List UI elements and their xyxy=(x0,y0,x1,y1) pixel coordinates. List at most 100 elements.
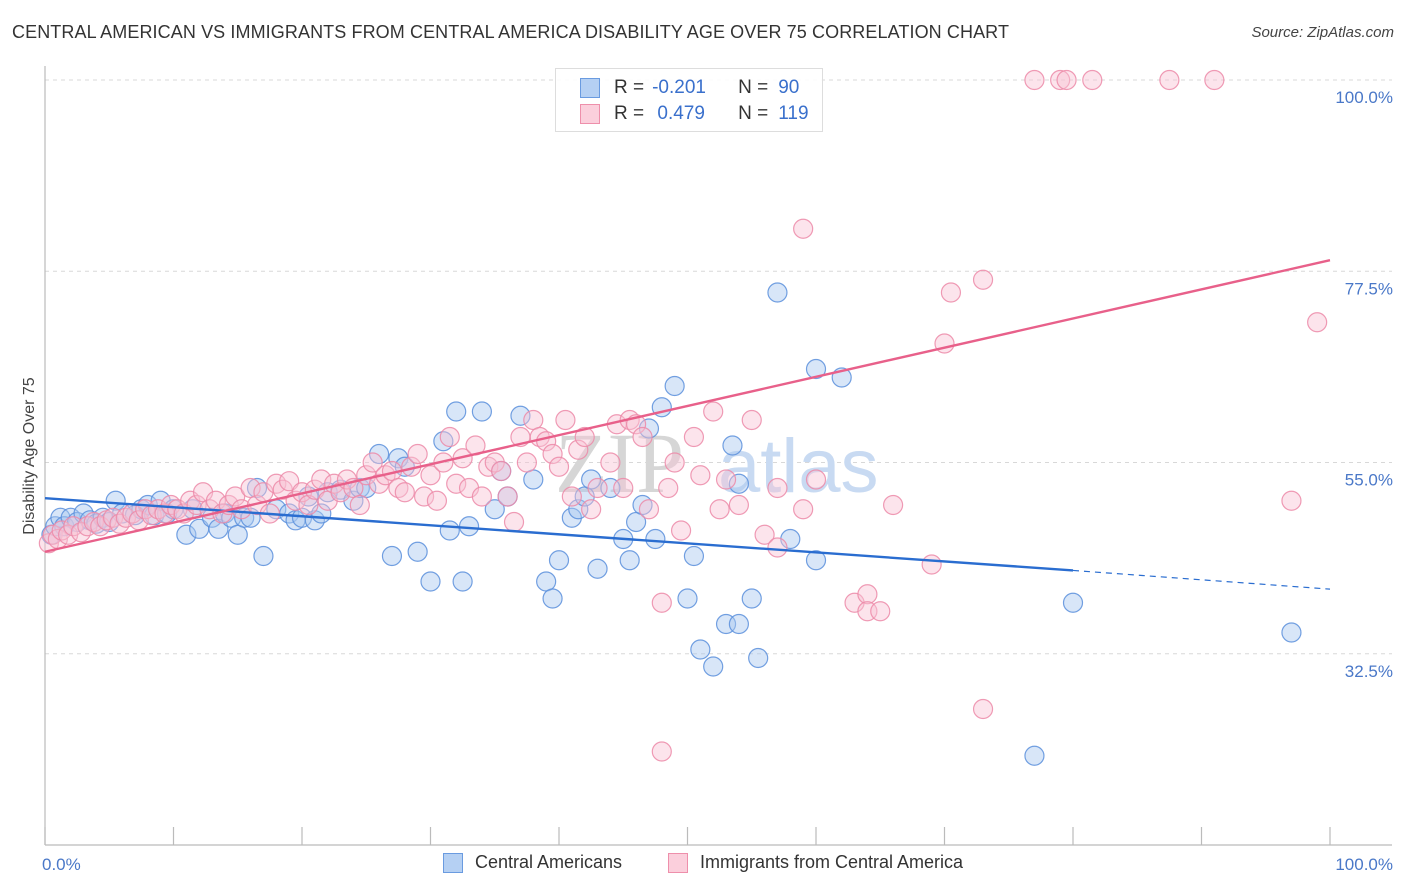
data-point xyxy=(439,520,460,541)
data-point xyxy=(581,499,602,520)
data-point xyxy=(225,486,246,507)
trend-line-central-americans xyxy=(44,497,1074,572)
data-point xyxy=(651,741,672,762)
data-point xyxy=(805,358,827,380)
data-point xyxy=(279,471,300,492)
data-point xyxy=(407,443,428,465)
data-point xyxy=(587,477,608,499)
data-point xyxy=(1056,69,1077,91)
data-point xyxy=(690,465,711,486)
data-point xyxy=(722,435,743,456)
data-point xyxy=(394,482,415,503)
legend-label: Central Americans xyxy=(475,852,623,872)
legend-item-central-americans[interactable]: Central Americans xyxy=(443,852,622,873)
data-point xyxy=(1204,69,1225,91)
tick-labels: 32.5% 55.0% 77.5% 100.0% 0.0% 100.0% xyxy=(42,88,1393,874)
data-point xyxy=(882,494,904,516)
data-point xyxy=(805,469,827,490)
legend-swatch-pink xyxy=(668,852,688,873)
data-point xyxy=(491,460,512,482)
y-tick-label: 77.5% xyxy=(1345,279,1393,298)
watermark-atlas: atlas xyxy=(718,424,879,509)
data-point xyxy=(176,524,197,545)
legend-swatch-blue xyxy=(580,78,600,98)
data-point xyxy=(458,516,480,537)
legend-item-immigrants[interactable]: Immigrants from Central America xyxy=(668,852,963,873)
data-point xyxy=(561,486,582,507)
data-point xyxy=(870,601,891,622)
data-point xyxy=(748,647,769,669)
data-point xyxy=(587,558,608,579)
data-point xyxy=(690,639,711,660)
data-point xyxy=(1024,745,1045,766)
data-point xyxy=(1024,69,1045,91)
data-point xyxy=(793,218,814,239)
data-point xyxy=(703,656,724,677)
data-point xyxy=(703,401,724,422)
trend-line-immigrants xyxy=(44,259,1331,553)
axes xyxy=(44,66,1392,846)
data-point xyxy=(645,528,666,550)
data-point xyxy=(298,494,319,516)
data-point xyxy=(542,588,563,609)
data-point xyxy=(548,550,570,571)
data-point xyxy=(857,584,878,605)
r-label: R = xyxy=(614,77,645,98)
data-point xyxy=(793,499,814,520)
data-point xyxy=(741,409,762,431)
data-point xyxy=(728,473,750,494)
x-tick-label: 100.0% xyxy=(1335,855,1393,874)
y-tick-label: 32.5% xyxy=(1345,662,1393,681)
data-point xyxy=(805,550,827,571)
series-central-americans xyxy=(41,282,1302,766)
data-point xyxy=(413,486,435,507)
data-point xyxy=(1281,622,1302,643)
data-point xyxy=(484,499,505,520)
data-point xyxy=(683,426,705,448)
y-tick-label: 100.0% xyxy=(1335,88,1393,107)
bottom-legend: Central Americans Immigrants from Centra… xyxy=(0,852,1406,878)
data-point xyxy=(330,482,351,503)
data-point xyxy=(523,469,544,490)
gridlines xyxy=(45,79,1392,655)
data-point xyxy=(664,375,685,397)
data-point xyxy=(728,613,750,635)
data-point xyxy=(381,545,403,567)
data-point xyxy=(516,452,537,473)
data-point xyxy=(227,524,248,545)
data-point xyxy=(1159,69,1180,91)
stats-legend: R = -0.201 N = 90 R = 0.479 N = 119 xyxy=(555,68,823,132)
data-point xyxy=(728,494,750,516)
data-point xyxy=(426,490,448,511)
data-point xyxy=(741,588,762,609)
data-point xyxy=(420,465,441,486)
data-point xyxy=(670,520,692,541)
data-point xyxy=(638,499,660,520)
data-point xyxy=(619,550,640,571)
data-point xyxy=(497,486,518,507)
data-point xyxy=(972,698,994,720)
data-point xyxy=(266,473,287,494)
x-tick-label: 0.0% xyxy=(42,855,81,874)
data-point xyxy=(439,426,460,448)
data-point xyxy=(651,592,672,613)
n-label: N = xyxy=(738,103,769,124)
r-value: 0.479 xyxy=(652,103,705,124)
data-point xyxy=(921,554,942,575)
data-point xyxy=(523,409,544,431)
data-point xyxy=(471,486,492,507)
r-value: -0.201 xyxy=(652,77,706,98)
data-point xyxy=(349,494,370,516)
data-point xyxy=(555,409,576,431)
data-point xyxy=(105,490,126,511)
data-point xyxy=(972,269,994,290)
y-axis-label: Disability Age Over 75 xyxy=(21,377,38,535)
data-point xyxy=(767,537,788,558)
n-label: N = xyxy=(738,77,769,98)
data-point xyxy=(548,456,570,477)
data-point xyxy=(542,443,563,465)
legend-swatch-pink xyxy=(580,104,600,124)
data-point xyxy=(632,426,653,448)
data-point xyxy=(574,426,595,448)
